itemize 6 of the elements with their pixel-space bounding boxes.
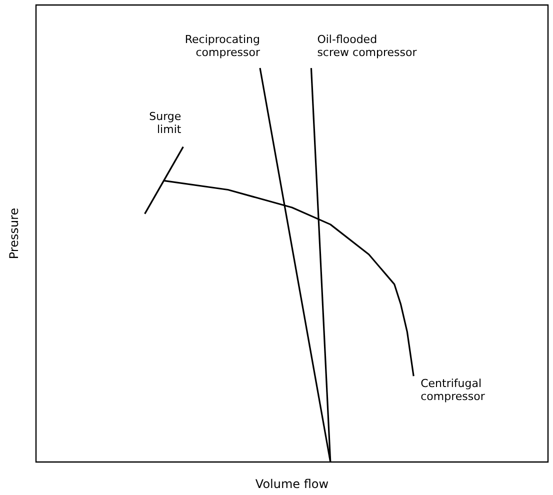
series-label: Surge limit [149, 110, 182, 136]
y-axis-title: Pressure [7, 208, 21, 260]
series-label: Reciprocating compressor [184, 33, 260, 60]
series-label: Centrifugal compressor [420, 377, 486, 404]
series-label: Oil-flooded screw compressor [317, 33, 418, 60]
x-axis-title: Volume flow [255, 477, 329, 491]
